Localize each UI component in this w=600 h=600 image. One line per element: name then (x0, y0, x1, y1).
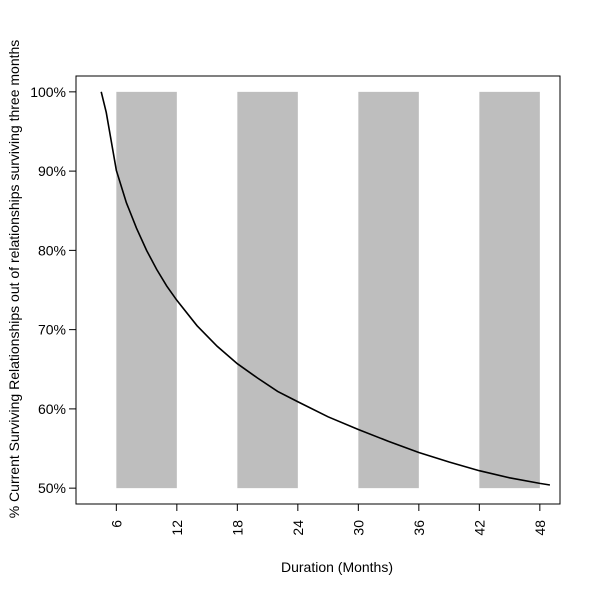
x-tick-label: 24 (290, 520, 306, 536)
x-axis: 6 12 18 24 30 36 42 48 (108, 503, 548, 536)
x-tick-label: 48 (532, 520, 548, 536)
x-axis-title: Duration (Months) (281, 559, 393, 575)
y-tick-label: 50% (38, 480, 66, 496)
shaded-band-1 (116, 91, 177, 489)
x-tick-label: 30 (350, 520, 366, 536)
x-tick-label: 6 (108, 520, 124, 528)
y-axis-title: % Current Surviving Relationships out of… (6, 40, 22, 519)
y-tick-label: 90% (38, 163, 66, 179)
y-tick-label: 80% (38, 242, 66, 258)
shaded-bands (116, 91, 540, 489)
y-tick-label: 60% (38, 401, 66, 417)
x-tick-label: 12 (169, 520, 185, 536)
y-tick-label: 70% (38, 322, 66, 338)
shaded-band-3 (358, 91, 419, 489)
shaded-band-4 (479, 91, 540, 489)
x-tick-label: 42 (471, 520, 487, 536)
series-line (100, 91, 551, 486)
y-tick-label: 100% (30, 84, 66, 100)
shaded-band-2 (237, 91, 298, 489)
x-tick-label: 18 (229, 520, 245, 536)
x-tick-label: 36 (411, 520, 427, 536)
y-axis: 50% 60% 70% 80% 90% 100% (30, 84, 77, 496)
